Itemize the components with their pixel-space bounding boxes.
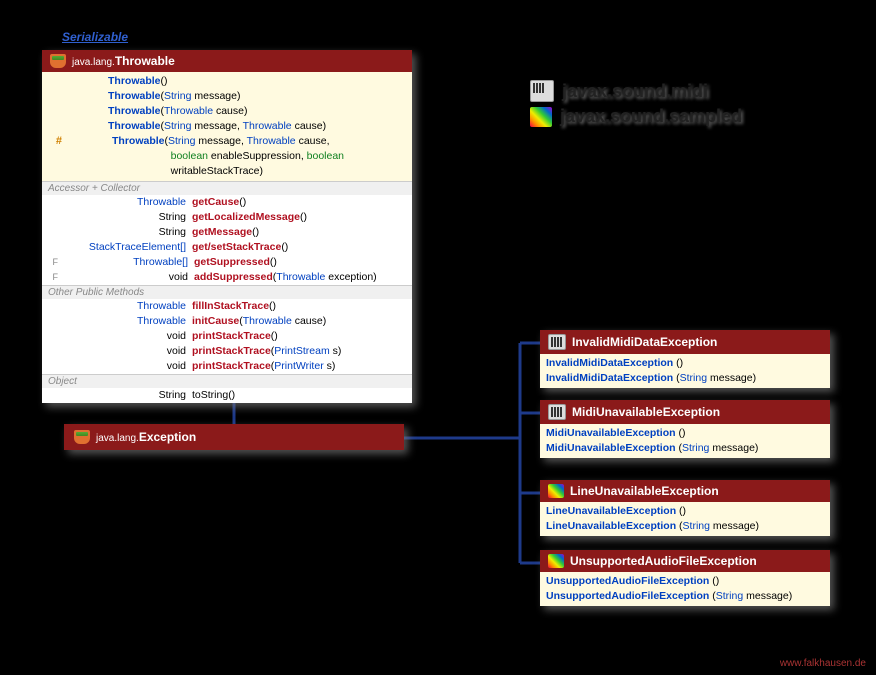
- accessor-section-label: Accessor + Collector: [42, 181, 412, 195]
- method-row: StringgetMessage(): [42, 225, 412, 240]
- method-row: voidprintStackTrace (PrintWriter s): [42, 359, 412, 374]
- exception-subclass-box: UnsupportedAudioFileException Unsupported…: [540, 550, 830, 606]
- throwable-accessors: ThrowablegetCause()StringgetLocalizedMes…: [42, 195, 412, 285]
- constructor-row: LineUnavailableException (String message…: [546, 519, 824, 534]
- constructor-row-cont: boolean enableSuppression, boolean writa…: [42, 149, 412, 179]
- exception-subclass-box: InvalidMidiDataException InvalidMidiDataE…: [540, 330, 830, 388]
- class-name: LineUnavailableException: [570, 484, 719, 498]
- throwable-header: java.lang.Throwable: [42, 50, 412, 72]
- class-header: LineUnavailableException: [540, 480, 830, 502]
- constructor-row: Throwable (String message): [42, 89, 412, 104]
- constructors: InvalidMidiDataException ()InvalidMidiDa…: [540, 354, 830, 388]
- package-sampled-label: javax.sound.sampled: [560, 106, 742, 127]
- method-row: FvoidaddSuppressed (Throwable exception): [42, 270, 412, 285]
- method-row: FThrowable[]getSuppressed(): [42, 255, 412, 270]
- sampled-icon: [548, 484, 564, 498]
- throwable-classname: Throwable: [115, 54, 175, 68]
- method-row: StringtoString(): [42, 388, 412, 403]
- method-row: ThrowablefillInStackTrace(): [42, 299, 412, 314]
- method-row: StringgetLocalizedMessage(): [42, 210, 412, 225]
- class-name: InvalidMidiDataException: [572, 335, 717, 349]
- midi-icon: [548, 404, 566, 420]
- constructor-row: MidiUnavailableException (): [546, 426, 824, 441]
- class-header: MidiUnavailableException: [540, 400, 830, 424]
- constructor-row: Throwable (String message, Throwable cau…: [42, 119, 412, 134]
- midi-icon: [530, 80, 554, 102]
- sampled-icon: [530, 107, 552, 127]
- throwable-class-box: java.lang.Throwable Throwable()Throwable…: [42, 50, 412, 403]
- constructor-row: #Throwable (String message, Throwable ca…: [42, 134, 412, 149]
- package-midi: javax.sound.midi: [530, 80, 742, 102]
- method-row: voidprintStackTrace(): [42, 329, 412, 344]
- class-name: UnsupportedAudioFileException: [570, 554, 757, 568]
- constructor-row: LineUnavailableException (): [546, 504, 824, 519]
- exception-header: java.lang.Exception: [64, 424, 404, 450]
- package-midi-label: javax.sound.midi: [562, 81, 708, 102]
- package-sampled: javax.sound.sampled: [530, 106, 742, 127]
- object-section-label: Object: [42, 374, 412, 388]
- package-legend: javax.sound.midi javax.sound.sampled: [530, 80, 742, 127]
- method-row: ThrowablegetCause(): [42, 195, 412, 210]
- exception-subclass-box: LineUnavailableException LineUnavailableE…: [540, 480, 830, 536]
- constructor-row: Throwable (Throwable cause): [42, 104, 412, 119]
- sampled-icon: [548, 554, 564, 568]
- class-header: UnsupportedAudioFileException: [540, 550, 830, 572]
- cup-icon: [74, 430, 90, 444]
- exception-class-box: java.lang.Exception: [64, 424, 404, 450]
- throwable-constructors: Throwable()Throwable (String message)Thr…: [42, 72, 412, 181]
- exception-pkg: java.lang.: [96, 433, 139, 444]
- constructor-row: InvalidMidiDataException (): [546, 356, 824, 371]
- public-section-label: Other Public Methods: [42, 285, 412, 299]
- throwable-pkg: java.lang.: [72, 57, 115, 68]
- constructor-row: Throwable(): [42, 74, 412, 89]
- exception-subclass-box: MidiUnavailableException MidiUnavailableE…: [540, 400, 830, 458]
- constructors: LineUnavailableException ()LineUnavailab…: [540, 502, 830, 536]
- class-header: InvalidMidiDataException: [540, 330, 830, 354]
- exception-classname: Exception: [139, 430, 196, 444]
- cup-icon: [50, 54, 66, 68]
- constructors: UnsupportedAudioFileException ()Unsuppor…: [540, 572, 830, 606]
- midi-icon: [548, 334, 566, 350]
- constructor-row: UnsupportedAudioFileException (String me…: [546, 589, 824, 604]
- constructors: MidiUnavailableException ()MidiUnavailab…: [540, 424, 830, 458]
- method-row: ThrowableinitCause (Throwable cause): [42, 314, 412, 329]
- method-row: voidprintStackTrace (PrintStream s): [42, 344, 412, 359]
- constructor-row: MidiUnavailableException (String message…: [546, 441, 824, 456]
- constructor-row: UnsupportedAudioFileException (): [546, 574, 824, 589]
- serializable-label: Serializable: [62, 30, 128, 44]
- throwable-publics: ThrowablefillInStackTrace()Throwableinit…: [42, 299, 412, 374]
- watermark: www.falkhausen.de: [780, 658, 866, 669]
- method-row: StackTraceElement[]get/setStackTrace(): [42, 240, 412, 255]
- constructor-row: InvalidMidiDataException (String message…: [546, 371, 824, 386]
- class-name: MidiUnavailableException: [572, 405, 720, 419]
- throwable-object-methods: StringtoString(): [42, 388, 412, 403]
